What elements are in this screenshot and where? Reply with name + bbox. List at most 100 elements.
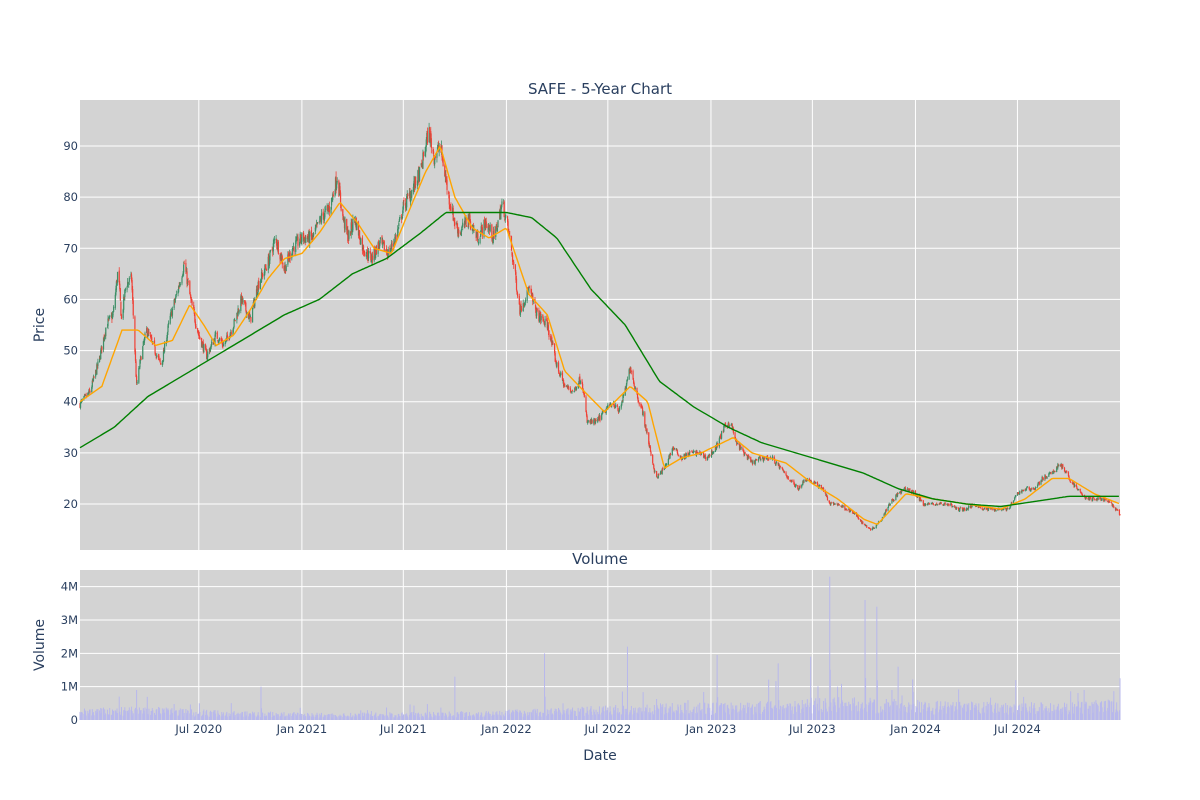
- volume-bar: [607, 707, 609, 720]
- volume-bar: [903, 706, 905, 720]
- candle-body: [464, 217, 466, 225]
- volume-bar: [950, 707, 952, 720]
- candle-body: [1037, 484, 1039, 487]
- volume-bar: [319, 715, 321, 720]
- candle-body: [967, 507, 969, 511]
- volume-bar: [513, 711, 515, 720]
- volume-bar: [615, 704, 617, 720]
- volume-bar: [609, 712, 611, 720]
- volume-bar: [212, 711, 214, 720]
- volume-bar: [1103, 711, 1105, 720]
- volume-bar: [1041, 702, 1043, 720]
- candle-body: [656, 476, 658, 478]
- candle-body: [614, 406, 616, 408]
- volume-bar: [713, 714, 715, 720]
- volume-bar: [262, 712, 264, 720]
- volume-bar: [1081, 713, 1083, 720]
- candle-body: [518, 296, 520, 305]
- volume-bar: [629, 710, 631, 720]
- volume-bar: [1071, 702, 1073, 720]
- candle-body: [716, 442, 718, 444]
- volume-bar: [1093, 712, 1095, 720]
- volume-bar: [848, 701, 850, 720]
- candle-body: [263, 271, 265, 276]
- volume-bar: [146, 708, 148, 720]
- candle-body: [418, 167, 421, 182]
- volume-bar: [951, 705, 953, 720]
- volume-bar: [565, 710, 567, 720]
- candle-body: [850, 509, 852, 511]
- volume-bar: [877, 713, 879, 720]
- candle-body: [794, 485, 797, 488]
- volume-bar: [946, 713, 948, 720]
- candle-body: [918, 494, 920, 501]
- volume-bar: [354, 716, 356, 720]
- volume-bar: [315, 714, 317, 720]
- candle-body: [875, 525, 877, 528]
- volume-bar: [654, 710, 656, 720]
- volume-bar: [441, 712, 443, 720]
- volume-bar: [437, 712, 438, 720]
- volume-bar: [634, 710, 636, 720]
- volume-bar: [218, 715, 220, 720]
- candle-body: [1118, 509, 1121, 515]
- volume-bar: [173, 704, 175, 720]
- candle-body: [295, 240, 297, 252]
- volume-bar: [928, 706, 930, 720]
- volume-bar: [398, 716, 400, 720]
- volume-bar: [228, 713, 230, 720]
- candle-body: [617, 407, 619, 411]
- candle-body: [854, 513, 856, 515]
- volume-bar: [303, 714, 305, 720]
- candle-body: [581, 380, 583, 385]
- volume-bar: [406, 715, 408, 720]
- volume-bar: [299, 707, 301, 720]
- candle-body: [316, 222, 319, 224]
- volume-bar: [705, 713, 707, 720]
- candle-body: [806, 479, 808, 481]
- volume-bar: [740, 702, 742, 720]
- volume-bar: [816, 703, 818, 720]
- candle-body: [687, 452, 689, 456]
- candle-body: [244, 300, 246, 304]
- volume-bar: [593, 709, 595, 720]
- volume-bar: [1041, 713, 1043, 720]
- volume-bar: [676, 711, 678, 720]
- volume-bar: [138, 713, 140, 720]
- volume-bar: [744, 707, 746, 720]
- volume-bar: [787, 705, 789, 720]
- volume-bar: [386, 707, 388, 720]
- volume-bar: [922, 709, 924, 720]
- volume-bar: [807, 705, 809, 720]
- candle-body: [501, 201, 503, 206]
- candle-body: [249, 313, 251, 317]
- volume-bar: [582, 709, 584, 720]
- candle-body: [778, 464, 780, 466]
- candle-body: [315, 223, 318, 226]
- volume-bar: [880, 706, 882, 720]
- candle-body: [162, 350, 165, 362]
- volume-bar: [369, 714, 371, 720]
- candle-body: [630, 367, 632, 372]
- volume-bar: [862, 709, 864, 720]
- candle-body: [597, 418, 599, 423]
- volume-bar: [606, 710, 608, 720]
- volume-bar: [193, 716, 195, 720]
- volume-bar: [959, 714, 961, 720]
- volume-bar: [1100, 703, 1102, 720]
- volume-bar: [1077, 693, 1079, 720]
- candle-body: [257, 292, 259, 296]
- candle-body: [719, 435, 722, 439]
- candle-body: [356, 221, 358, 230]
- volume-bar: [903, 705, 905, 720]
- candle-body: [546, 320, 548, 329]
- candle-body: [426, 130, 429, 144]
- volume-bar: [252, 711, 254, 720]
- volume-bar: [926, 711, 928, 720]
- volume-bar: [307, 712, 308, 720]
- volume-bar: [573, 710, 575, 720]
- candle-body: [616, 405, 618, 407]
- volume-bar: [177, 715, 179, 720]
- volume-bar: [417, 712, 419, 720]
